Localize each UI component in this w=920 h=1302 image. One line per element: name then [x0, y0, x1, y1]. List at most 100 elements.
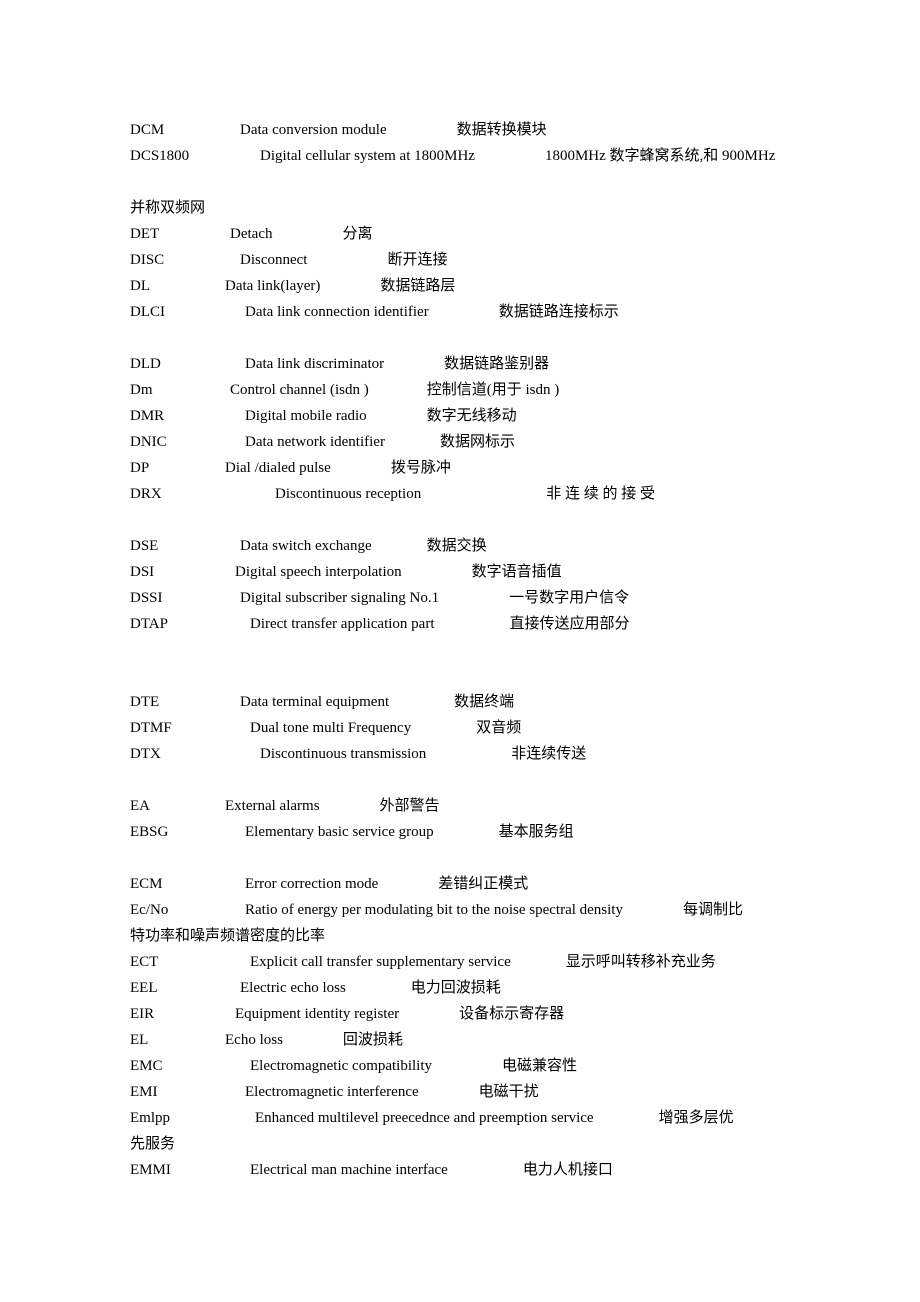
chinese-text: 数据终端	[454, 694, 514, 710]
english-text: Data link discriminator	[245, 356, 384, 372]
abbr-text: DISC	[130, 247, 240, 273]
english-text: Data link(layer)	[225, 278, 320, 294]
abbr-text: DTAP	[130, 611, 250, 637]
glossary-line: ELEcho loss回波损耗	[130, 1027, 790, 1053]
glossary-line: DSIDigital speech interpolation 数字语音插值	[130, 559, 790, 585]
document-page: DCMData conversion module数据转换模块DCS1800Di…	[0, 0, 920, 1283]
abbr-text: EEL	[130, 975, 240, 1001]
english-text: Elementary basic service group	[245, 824, 434, 840]
glossary-line: EELElectric echo loss 电力回波损耗	[130, 975, 790, 1001]
abbr-text: DSI	[130, 559, 235, 585]
glossary-line: DTXDiscontinuous transmission 非连续传送	[130, 741, 790, 767]
glossary-line: DSEData switch exchange数据交换	[130, 533, 790, 559]
chinese-text: 数字无线移动	[427, 408, 517, 424]
abbr-text: 并称双频网	[130, 195, 205, 221]
abbr-text: DNIC	[130, 429, 245, 455]
abbr-text: Dm	[130, 377, 230, 403]
abbr-text: EMMI	[130, 1157, 250, 1183]
chinese-text: 电力回波损耗	[411, 980, 501, 996]
english-text: Digital speech interpolation	[235, 564, 402, 580]
chinese-text: 控制信道(用于 isdn )	[427, 382, 560, 398]
abbr-text: DET	[130, 221, 230, 247]
english-text: Data switch exchange	[240, 538, 372, 554]
abbr-text: EL	[130, 1027, 225, 1053]
chinese-text: 一号数字用户信令	[509, 590, 629, 606]
english-text: Control channel (isdn )	[230, 382, 369, 398]
english-text: Digital mobile radio	[245, 408, 367, 424]
glossary-line: DCS1800Digital cellular system at 1800MH…	[130, 143, 790, 169]
english-text: Electric echo loss	[240, 980, 346, 996]
english-text: Discontinuous reception	[275, 486, 421, 502]
chinese-text: 数据网标示	[440, 434, 515, 450]
chinese-text: 差错纠正模式	[438, 876, 528, 892]
abbr-text: DMR	[130, 403, 245, 429]
glossary-line: Ec/NoRatio of energy per modulating bit …	[130, 897, 790, 923]
chinese-text: 数据链路鉴别器	[444, 356, 549, 372]
blank-line	[130, 845, 790, 871]
chinese-text: 增强多层优	[659, 1110, 734, 1126]
blank-line	[130, 169, 790, 195]
abbr-text: EMI	[130, 1079, 245, 1105]
chinese-text: 非连续传送	[511, 746, 586, 762]
english-text: Dial /dialed pulse	[225, 460, 331, 476]
abbr-text: Ec/No	[130, 897, 245, 923]
glossary-line: DRXDiscontinuous reception非 连 续 的 接 受	[130, 481, 790, 507]
english-text: Disconnect	[240, 252, 307, 268]
glossary-line: DISCDisconnect 断开连接	[130, 247, 790, 273]
chinese-text: 电磁兼容性	[502, 1058, 577, 1074]
english-text: Echo loss	[225, 1032, 283, 1048]
abbr-text: DCM	[130, 117, 240, 143]
glossary-line: EmlppEnhanced multilevel preecednce and …	[130, 1105, 790, 1131]
abbr-text: DTE	[130, 689, 240, 715]
abbr-text: DLCI	[130, 299, 245, 325]
english-text: Enhanced multilevel preecednce and preem…	[255, 1110, 594, 1126]
abbr-text: EMC	[130, 1053, 250, 1079]
chinese-text: 1800MHz 数字蜂窝系统,和 900MHz	[545, 148, 775, 164]
abbr-text: EIR	[130, 1001, 235, 1027]
abbr-text: EBSG	[130, 819, 245, 845]
chinese-text: 数据交换	[427, 538, 487, 554]
abbr-text: 特功率和噪声频谱密度的比率	[130, 923, 325, 949]
chinese-text: 数据链路连接标示	[499, 304, 619, 320]
chinese-text: 非 连 续 的 接 受	[546, 486, 655, 502]
abbr-text: DCS1800	[130, 143, 260, 169]
english-text: Digital cellular system at 1800MHz	[260, 148, 475, 164]
english-text: Direct transfer application part	[250, 616, 435, 632]
english-text: Electrical man machine interface	[250, 1162, 448, 1178]
english-text: Data terminal equipment	[240, 694, 389, 710]
abbr-text: ECT	[130, 949, 250, 975]
glossary-line: 特功率和噪声频谱密度的比率	[130, 923, 790, 949]
glossary-line: EBSGElementary basic service group基本服务组	[130, 819, 790, 845]
glossary-line: DTAPDirect transfer application part 直接传送…	[130, 611, 790, 637]
english-text: Equipment identity register	[235, 1006, 399, 1022]
chinese-text: 直接传送应用部分	[510, 616, 630, 632]
glossary-line: EMIElectromagnetic interference电磁干扰	[130, 1079, 790, 1105]
glossary-line: DPDial /dialed pulse拨号脉冲	[130, 455, 790, 481]
glossary-line: DCMData conversion module数据转换模块	[130, 117, 790, 143]
glossary-line: 先服务	[130, 1131, 790, 1157]
blank-line	[130, 767, 790, 793]
glossary-line: DLCIData link connection identifier 数据链路连…	[130, 299, 790, 325]
chinese-text: 数据转换模块	[457, 122, 547, 138]
chinese-text: 显示呼叫转移补充业务	[566, 954, 716, 970]
chinese-text: 断开连接	[387, 252, 447, 268]
english-text: Discontinuous transmission	[260, 746, 426, 762]
chinese-text: 数字语音插值	[472, 564, 562, 580]
english-text: Error correction mode	[245, 876, 378, 892]
blank-line	[130, 325, 790, 351]
english-text: Data link connection identifier	[245, 304, 429, 320]
glossary-line: DSSIDigital subscriber signaling No.1一号数…	[130, 585, 790, 611]
abbr-text: DTMF	[130, 715, 250, 741]
chinese-text: 数据链路层	[380, 278, 455, 294]
chinese-text: 每调制比	[683, 902, 743, 918]
abbr-text: Emlpp	[130, 1105, 255, 1131]
glossary-line: EMCElectromagnetic compatibility电磁兼容性	[130, 1053, 790, 1079]
abbr-text: ECM	[130, 871, 245, 897]
blank-line	[130, 637, 790, 663]
english-text: Data network identifier	[245, 434, 385, 450]
glossary-line: DMRDigital mobile radio 数字无线移动	[130, 403, 790, 429]
glossary-line: DETDetach分离	[130, 221, 790, 247]
abbr-text: DTX	[130, 741, 260, 767]
glossary-line: DTEData terminal equipment 数据终端	[130, 689, 790, 715]
glossary-line: DNICData network identifier 数据网标示	[130, 429, 790, 455]
